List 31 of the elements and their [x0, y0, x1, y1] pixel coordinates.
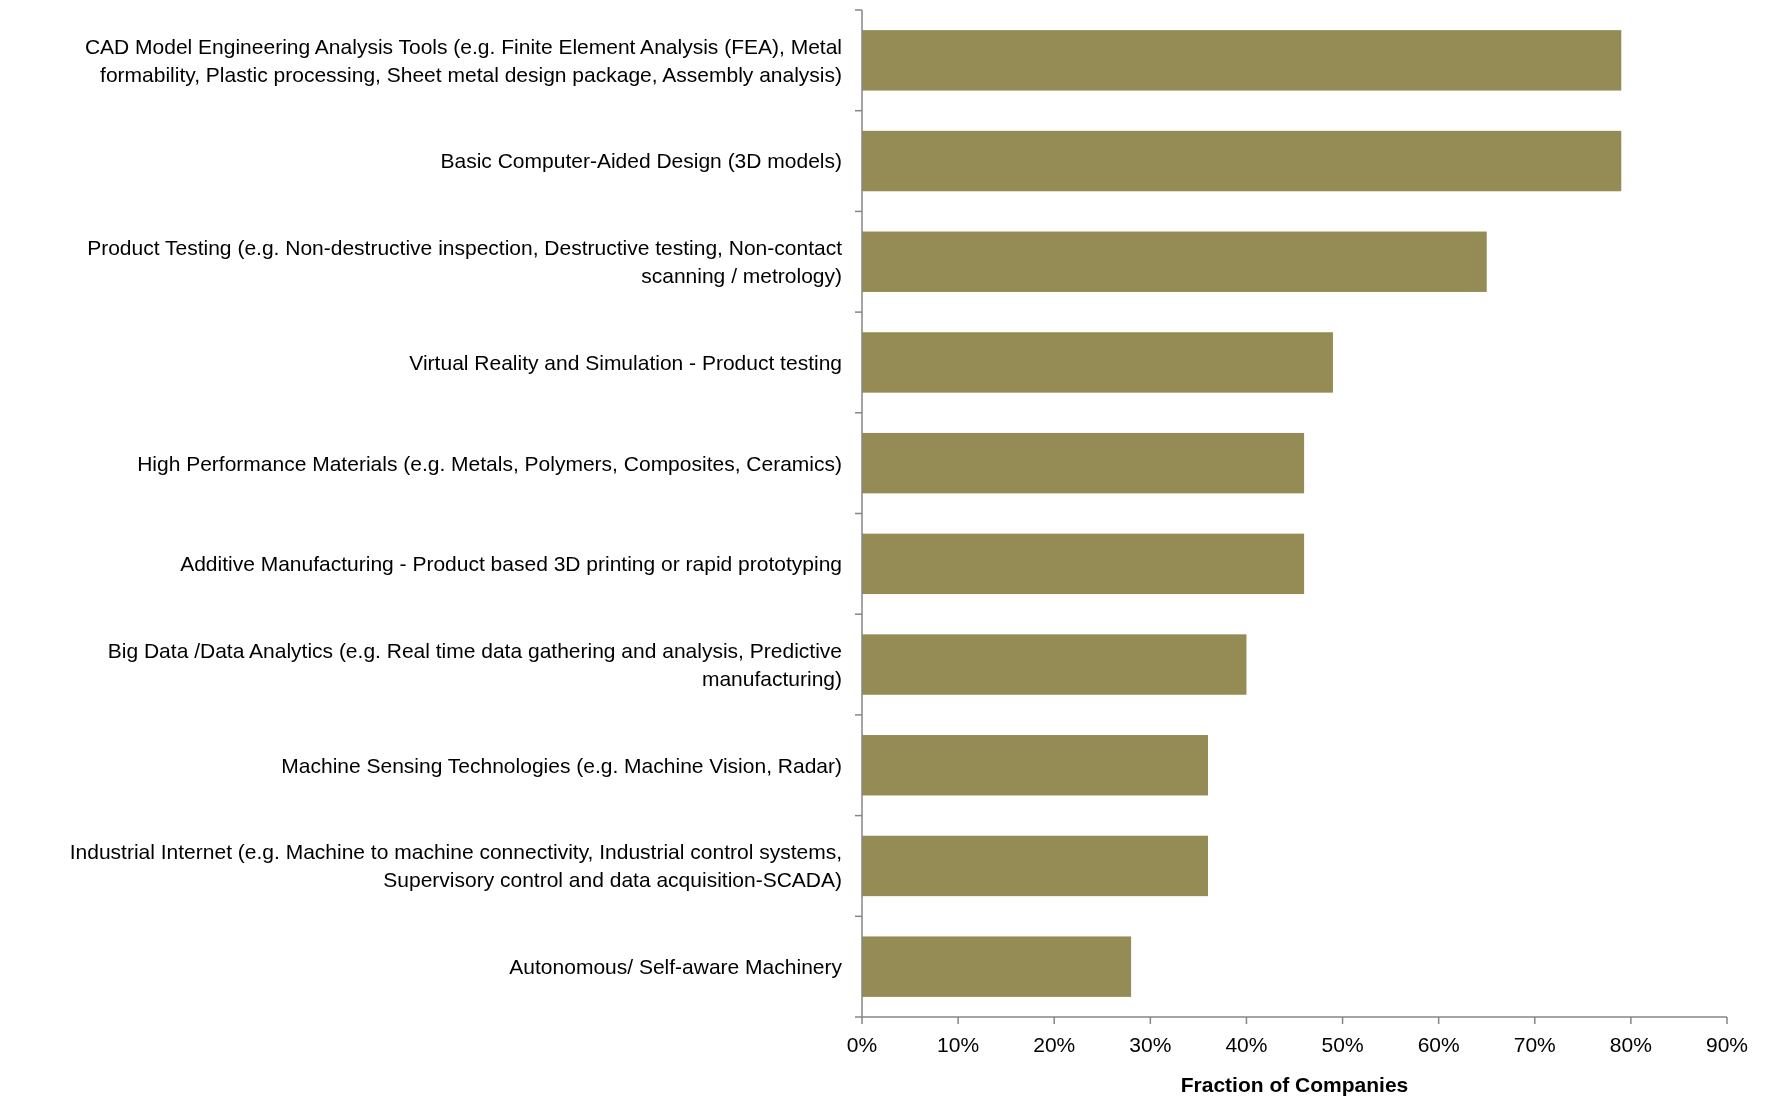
x-axis-title: Fraction of Companies — [1180, 1073, 1409, 1096]
bar — [862, 332, 1333, 393]
x-tick-label: 30% — [1129, 1033, 1172, 1056]
y-tick-label: High Performance Materials (e.g. Metals, Polymers, Composites, Ceramics) — [137, 451, 842, 475]
bar — [862, 634, 1247, 695]
x-tick-label: 70% — [1513, 1033, 1556, 1056]
y-tick-label: Virtual Reality and Simulation - Product testing — [409, 350, 842, 374]
y-tick-label: Big Data /Data Analytics (e.g. Real time data gathering and analysis, Predictive manufacturing) — [107, 638, 842, 691]
y-tick-label: Machine Sensing Technologies (e.g. Machine Vision, Radar) — [281, 753, 842, 777]
bar — [862, 30, 1622, 91]
bar — [862, 533, 1305, 595]
x-tick-label: 60% — [1417, 1033, 1460, 1056]
y-tick-label: CAD Model Engineering Analysis Tools (e.g. Finite Element Analysis (FEA), Metal formability, Plastic processing, Sheet metal design package, Assembly analysis) — [84, 34, 842, 86]
y-tick-label: Product Testing (e.g. Non-destructive inspection, Destructive testing, Non-contact scanning / metrology) — [87, 235, 843, 288]
bar — [862, 835, 1208, 897]
bar — [862, 936, 1132, 997]
bar — [862, 735, 1208, 796]
x-tick-label: 10% — [937, 1033, 980, 1056]
y-tick-label: Basic Computer-Aided Design (3D models) — [440, 149, 842, 173]
bar — [862, 231, 1487, 292]
x-tick-label: 20% — [1033, 1033, 1076, 1056]
y-tick-label: Industrial Internet (e.g. Machine to machine connectivity, Industrial control systems, Supervisory control and data acquisition-SCADA) — [69, 840, 842, 892]
x-tick-label: 0% — [846, 1033, 878, 1056]
y-tick-label: Autonomous/ Self-aware Machinery — [509, 955, 843, 978]
y-tick-label: Additive Manufacturing - Product based 3D printing or rapid prototyping — [180, 552, 842, 576]
bar — [862, 130, 1622, 192]
x-tick-label: 90% — [1705, 1033, 1749, 1056]
x-tick-label: 50% — [1321, 1033, 1364, 1056]
x-tick-label: 40% — [1225, 1033, 1268, 1056]
bar — [862, 432, 1305, 494]
x-tick-label: 80% — [1609, 1033, 1652, 1056]
